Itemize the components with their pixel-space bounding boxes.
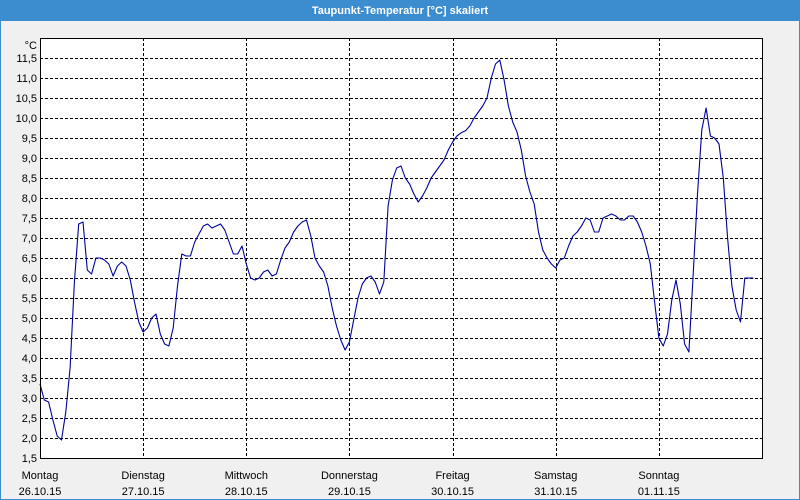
y-unit-label: °C — [25, 40, 37, 52]
y-tick-label: 7,5 — [22, 213, 37, 225]
x-tick-day-label: Samstag — [534, 470, 577, 482]
x-tick-day-label: Sonntag — [638, 470, 679, 482]
x-tick-day-label: Donnerstag — [321, 470, 378, 482]
x-tick-date-label: 31.10.15 — [534, 486, 577, 498]
x-tick-date-label: 27.10.15 — [122, 486, 165, 498]
y-tick-label: 2,5 — [22, 413, 37, 425]
y-tick-label: 5,5 — [22, 293, 37, 305]
x-tick-date-label: 29.10.15 — [328, 486, 371, 498]
y-tick-label: 8,5 — [22, 173, 37, 185]
chart-title: Taupunkt-Temperatur [°C] skaliert — [1, 1, 799, 21]
x-tick-day-label: Montag — [22, 470, 59, 482]
y-tick-label: 1,5 — [22, 453, 37, 465]
y-tick-label: 4,5 — [22, 333, 37, 345]
x-tick-date-label: 26.10.15 — [19, 486, 62, 498]
y-tick-label: 10,5 — [16, 93, 37, 105]
plot-area — [40, 38, 762, 458]
x-tick-date-label: 30.10.15 — [431, 486, 474, 498]
series-line — [39, 59, 754, 441]
y-tick-label: 11,0 — [16, 73, 37, 85]
y-tick-label: 3,0 — [22, 393, 37, 405]
y-tick-label: 4,0 — [22, 353, 37, 365]
y-tick-label: 7,0 — [22, 233, 37, 245]
y-tick-label: 11,5 — [16, 53, 37, 65]
y-tick-label: 10,0 — [16, 113, 37, 125]
y-tick-label: 9,5 — [22, 133, 37, 145]
y-tick-label: 6,5 — [22, 253, 37, 265]
y-tick-label: 5,0 — [22, 313, 37, 325]
x-tick-day-label: Dienstag — [121, 470, 164, 482]
y-tick-label: 2,0 — [22, 433, 37, 445]
x-tick-date-label: 01.11.15 — [638, 486, 680, 498]
x-tick-date-label: 28.10.15 — [225, 486, 268, 498]
x-tick-day-label: Freitag — [435, 470, 469, 482]
y-tick-label: 3,5 — [22, 373, 37, 385]
y-tick-label: 8,0 — [22, 193, 37, 205]
y-tick-label: 9,0 — [22, 153, 37, 165]
x-tick-day-label: Mittwoch — [225, 470, 268, 482]
y-tick-label: 6,0 — [22, 273, 37, 285]
plot-border — [40, 38, 763, 459]
